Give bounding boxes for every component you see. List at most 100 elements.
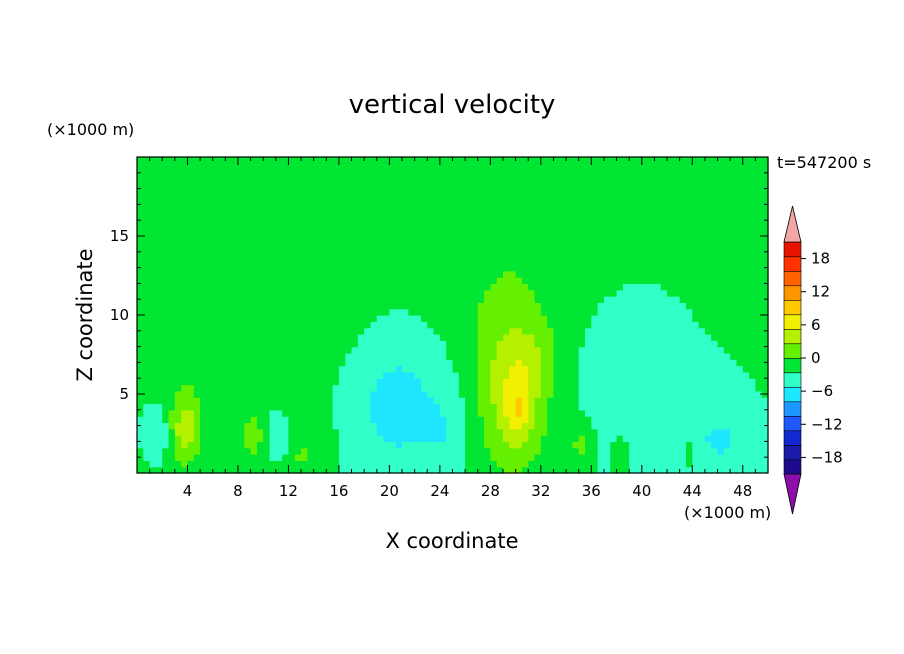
field-cell: [578, 371, 586, 379]
field-cell: [237, 365, 245, 373]
field-cell: [345, 277, 353, 284]
field-cell: [730, 403, 738, 411]
field-cell: [351, 409, 359, 417]
field-cell: [578, 315, 586, 322]
field-cell: [458, 346, 466, 354]
field-cell: [711, 441, 719, 449]
field-cell: [219, 359, 226, 367]
field-cell: [326, 239, 334, 247]
field-cell: [212, 333, 220, 341]
field-cell: [654, 466, 662, 474]
field-cell: [742, 441, 750, 449]
field-cell: [597, 296, 605, 303]
field-cell: [717, 333, 725, 341]
field-cell: [490, 207, 498, 215]
field-cell: [616, 232, 624, 240]
field-cell: [269, 428, 277, 436]
field-cell: [294, 403, 302, 411]
field-cell: [338, 397, 346, 405]
field-cell: [446, 321, 454, 329]
field-cell: [673, 340, 681, 348]
field-cell: [629, 416, 637, 424]
field-cell: [458, 447, 466, 455]
field-cell: [635, 340, 643, 348]
field-cell: [553, 258, 561, 266]
field-cell: [174, 289, 182, 297]
field-cell: [256, 327, 264, 335]
field-cell: [364, 207, 372, 215]
field-cell: [660, 226, 668, 234]
field-cell: [237, 321, 245, 329]
field-cell: [301, 264, 308, 272]
field-cell: [603, 264, 611, 272]
field-cell: [730, 308, 738, 316]
field-cell: [395, 289, 403, 297]
field-cell: [376, 460, 384, 468]
field-cell: [181, 352, 189, 360]
field-cell: [414, 157, 422, 164]
field-cell: [338, 365, 346, 373]
field-cell: [143, 157, 151, 164]
field-cell: [490, 258, 498, 266]
field-cell: [622, 258, 630, 266]
field-cell: [685, 441, 693, 449]
field-cell: [452, 163, 460, 171]
field-cell: [603, 251, 611, 259]
field-cell: [212, 340, 220, 348]
field-cell: [496, 422, 504, 430]
field-cell: [420, 226, 428, 234]
field-cell: [275, 346, 283, 354]
field-cell: [237, 289, 245, 297]
field-cell: [439, 340, 447, 348]
field-cell: [200, 397, 208, 405]
field-cell: [490, 213, 498, 221]
field-cell: [736, 258, 744, 266]
field-cell: [585, 245, 592, 253]
field-cell: [534, 397, 542, 405]
field-cell: [540, 340, 548, 348]
field-cell: [660, 447, 668, 455]
field-cell: [471, 264, 479, 272]
field-cell: [149, 232, 157, 240]
field-cell: [704, 378, 712, 386]
field-cell: [654, 397, 662, 405]
field-cell: [395, 359, 403, 367]
field-cell: [237, 327, 245, 335]
field-cell: [616, 220, 624, 228]
field-cell: [187, 258, 195, 266]
field-cell: [301, 213, 308, 221]
field-cell: [484, 283, 491, 291]
field-cell: [206, 327, 214, 335]
field-cell: [641, 169, 649, 177]
field-cell: [307, 169, 315, 177]
field-cell: [137, 226, 144, 234]
field-cell: [502, 409, 510, 417]
field-cell: [465, 460, 473, 468]
field-cell: [351, 264, 359, 272]
field-cell: [622, 296, 630, 303]
field-cell: [137, 447, 144, 455]
field-cell: [200, 441, 208, 449]
field-cell: [521, 378, 529, 386]
field-cell: [648, 378, 656, 386]
field-cell: [187, 277, 195, 284]
field-cell: [704, 258, 712, 266]
field-cell: [692, 454, 700, 461]
field-cell: [458, 169, 466, 177]
field-cell: [256, 315, 264, 322]
field-cell: [244, 333, 252, 341]
field-cell: [174, 327, 182, 335]
field-cell: [648, 175, 656, 183]
field-cell: [749, 460, 756, 468]
field-cell: [212, 302, 220, 310]
field-cell: [433, 220, 441, 228]
field-cell: [256, 175, 264, 183]
field-cell: [749, 365, 756, 373]
field-cell: [231, 416, 239, 424]
field-cell: [408, 226, 416, 234]
field-cell: [723, 188, 731, 196]
field-cell: [244, 258, 252, 266]
field-cell: [547, 460, 555, 468]
field-cell: [420, 251, 428, 259]
field-cell: [528, 182, 536, 190]
